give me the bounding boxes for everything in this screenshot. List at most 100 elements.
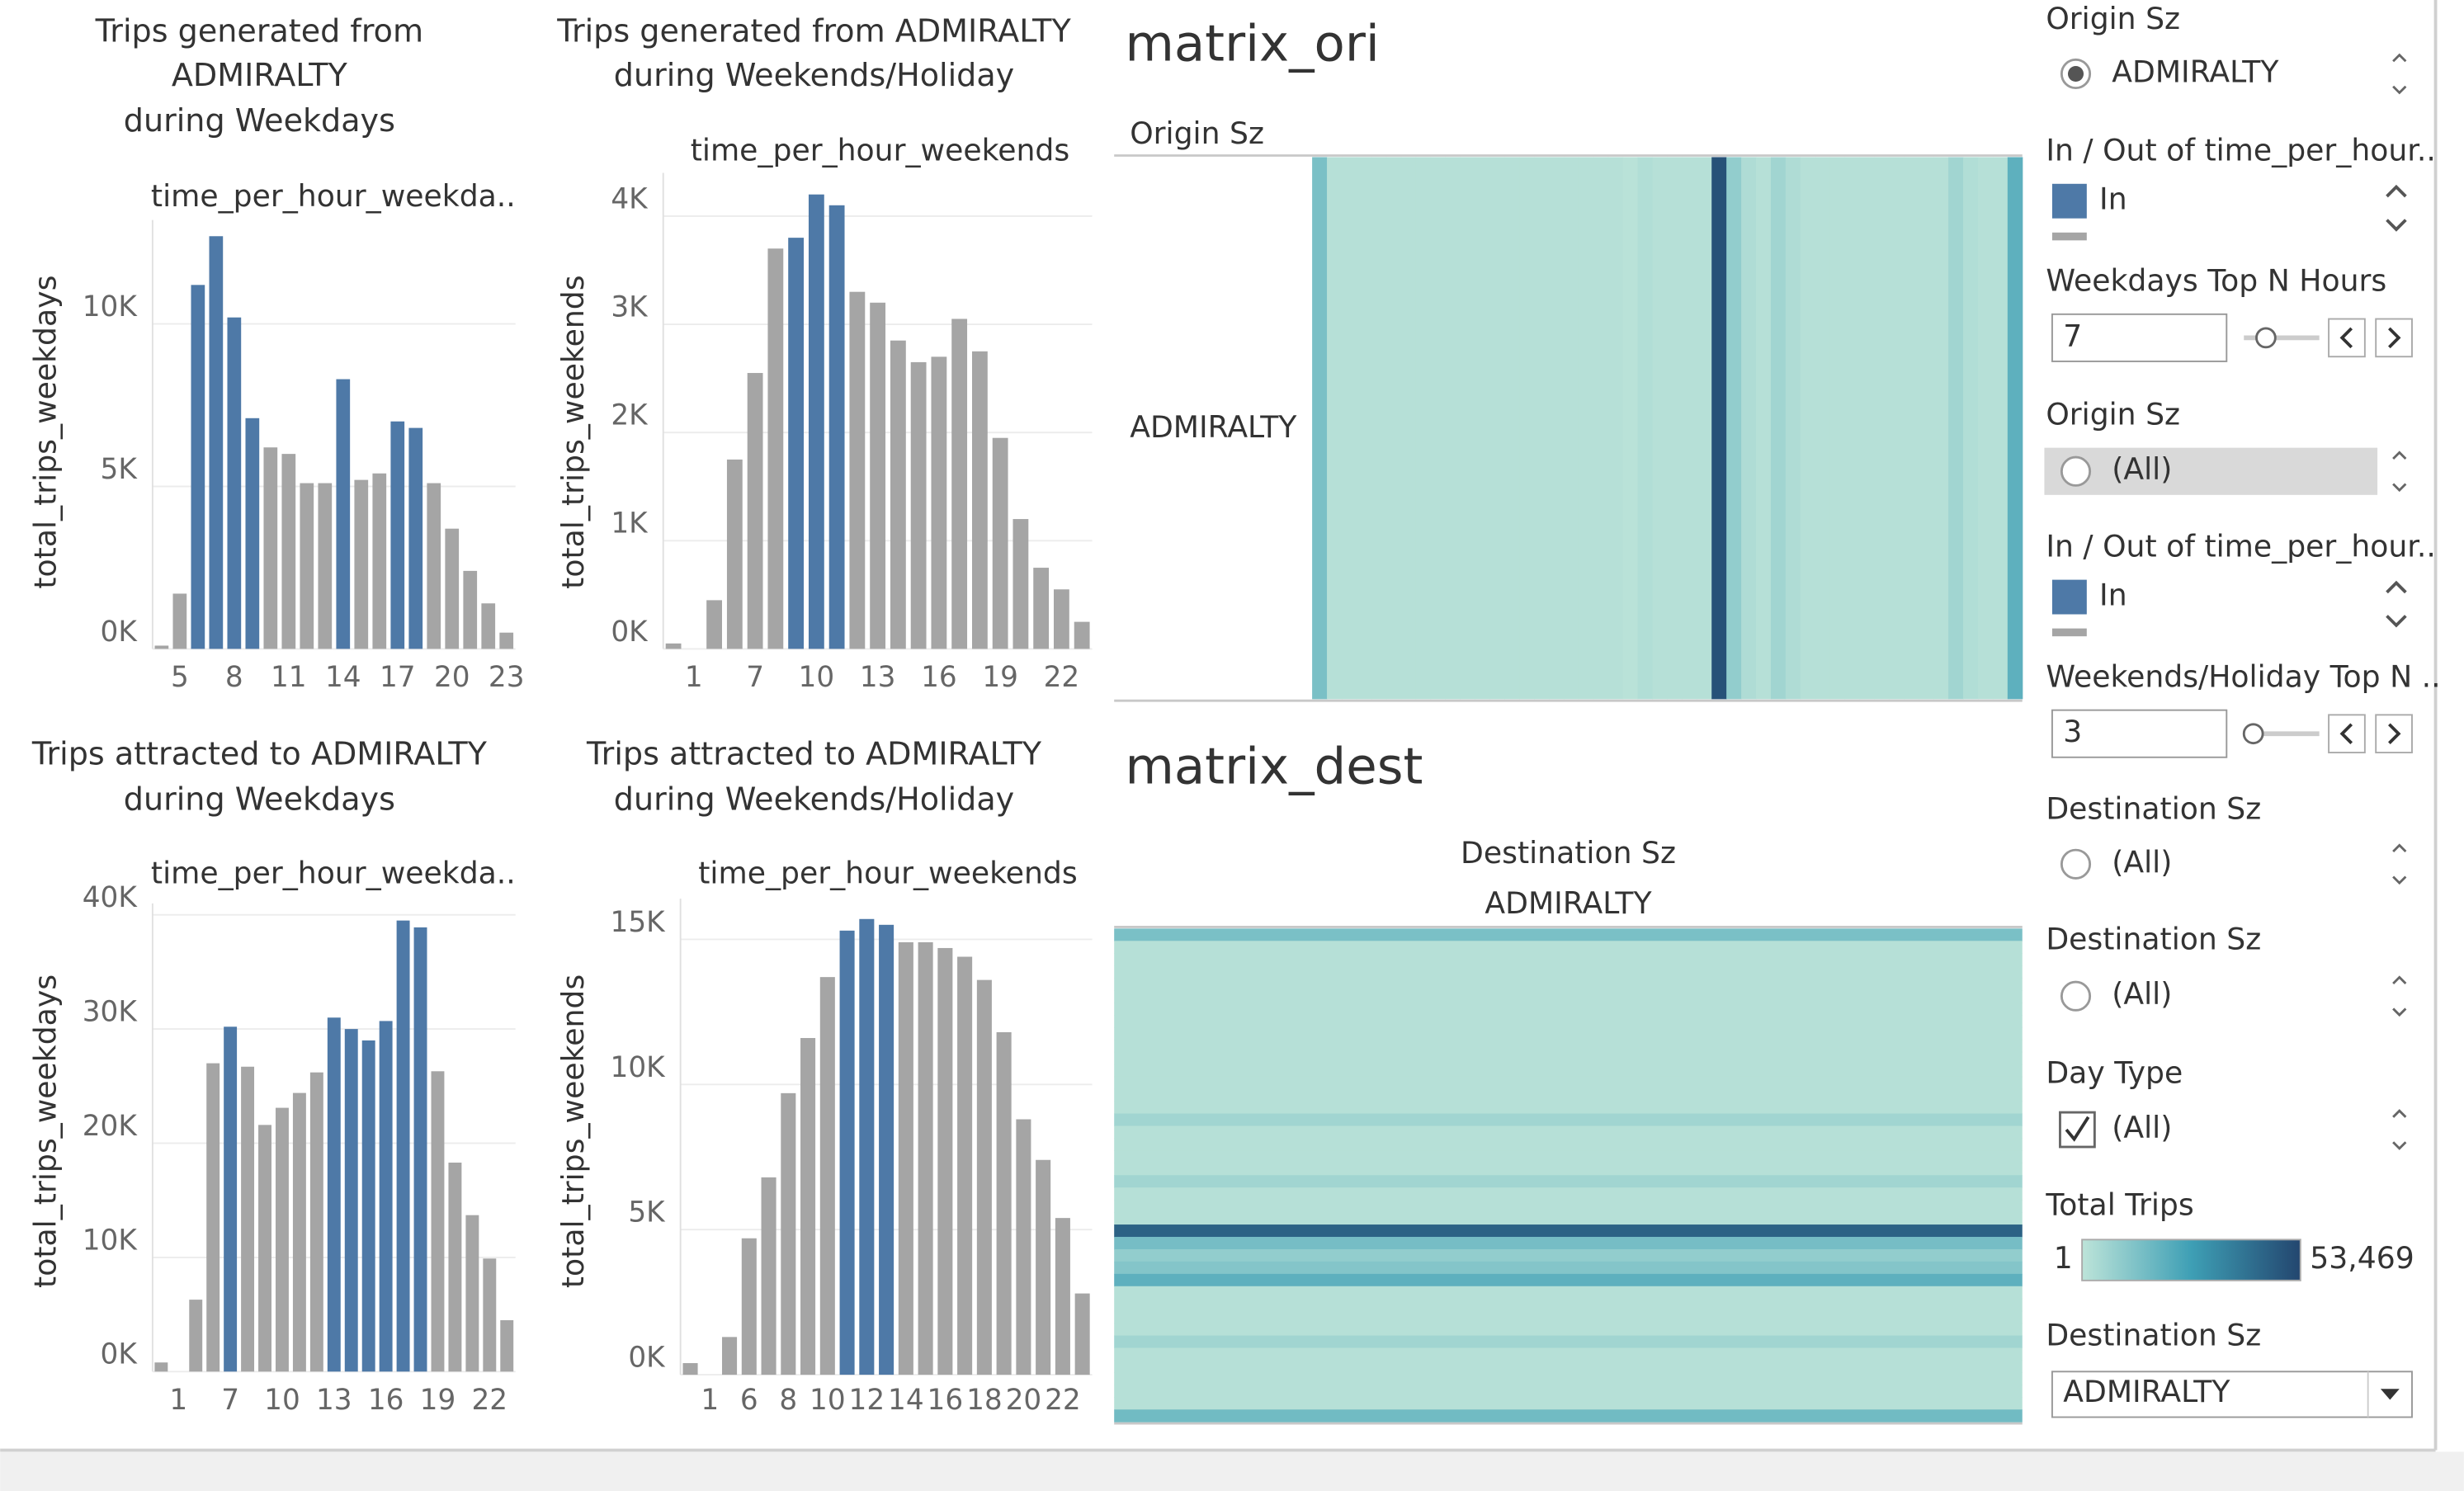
legend-item[interactable]: In [2099,182,2127,217]
step-arrow[interactable] [2339,327,2353,349]
scroll-arrows[interactable] [2386,580,2407,628]
radio-button[interactable] [2060,980,2092,1012]
dropdown[interactable] [2051,1371,2413,1418]
bar [859,918,875,1375]
heat-cell [1114,1323,2023,1337]
step-button[interactable] [2375,318,2413,358]
scroll-arrows[interactable] [2392,1109,2407,1150]
legend-swatch[interactable] [2051,579,2087,615]
bar [258,1125,271,1372]
heat-cell [1356,157,1372,700]
bar [390,421,405,649]
radio-option[interactable]: (All) [2112,976,2172,1012]
legend-swatch[interactable] [2051,628,2087,637]
bar [206,1063,220,1372]
bar [224,1026,238,1372]
control-title: Origin Sz [2046,397,2180,432]
x-tick-label: 18 [966,1384,1003,1417]
radio-option[interactable]: ADMIRALTY [2112,54,2279,89]
heat-cell [1829,157,1846,700]
scroll-arrows[interactable] [2392,975,2407,1017]
x-tick-label: 22 [1045,1384,1081,1417]
bar [957,956,973,1375]
heat-cell [1114,965,2023,979]
x-tick-label: 5 [171,661,189,694]
heat-cell [1114,1026,2023,1040]
legend-swatch[interactable] [2051,183,2087,219]
y-axis-label: total_trips_weekends [555,275,591,588]
heat-cell [1682,157,1697,700]
legend-swatch[interactable] [2051,232,2087,241]
radio-button[interactable] [2060,848,2092,880]
heat-cell [1548,157,1565,700]
control-title: Destination Sz [2046,1317,2261,1352]
number-input[interactable] [2051,313,2228,362]
step-arrow[interactable] [2388,723,2401,744]
radio-option[interactable]: (All) [2112,844,2172,880]
heat-cell [1114,1014,2023,1028]
x-tick-label: 1 [701,1384,719,1417]
bar [408,427,423,649]
heat-cell [1711,157,1727,700]
heat-cell [1504,157,1520,700]
bar [309,1072,323,1372]
chart-title: during Weekdays [124,781,395,818]
heat-cell [1756,157,1772,700]
dropdown-value[interactable]: ADMIRALTY [2063,1374,2230,1409]
legend-item[interactable]: In [2099,578,2127,613]
highlight [2044,447,2378,495]
heat-cell [1489,157,1505,700]
scroll-arrows[interactable] [2386,184,2407,232]
y-tick-label: 10K [83,290,139,323]
step-button[interactable] [2375,714,2413,754]
input-value[interactable]: 7 [2063,318,2082,353]
scroll-arrows[interactable] [2392,843,2407,885]
radio-dot [2067,65,2084,83]
heat-cell [1114,1298,2023,1312]
matrix-label: ADMIRALTY [1485,885,1652,921]
heat-cell [1800,157,1816,700]
radio-option[interactable]: (All) [2112,451,2172,487]
heat-cell [1904,157,1919,700]
checkbox[interactable] [2059,1111,2096,1149]
matrix-header: Origin Sz [1130,116,1264,151]
heat-cell [1114,1088,2023,1102]
x-tick-label: 23 [489,661,525,694]
bar [189,1300,203,1372]
bar [209,236,224,649]
step-button[interactable] [2328,318,2366,358]
bar [1036,1159,1051,1375]
bar [788,238,805,649]
slider-thumb[interactable] [2255,327,2277,349]
bar [227,317,242,649]
scroll-arrows[interactable] [2392,451,2407,493]
x-tick-label: 13 [316,1384,352,1417]
bar [465,1215,479,1372]
chart-title: Trips generated from [95,12,423,49]
heat-cell [1385,157,1402,700]
bar [910,361,927,649]
heat-cell [1622,157,1639,700]
radio-button[interactable] [2060,455,2092,487]
checkbox-option[interactable]: (All) [2112,1110,2172,1145]
dropdown-arrow[interactable] [2380,1389,2400,1400]
heat-cell [1114,1076,2023,1090]
chart-title: during Weekends/Holiday [614,57,1014,93]
y-tick-label: 15K [611,906,667,939]
bar [499,632,514,649]
step-button[interactable] [2328,714,2366,754]
chart-subtitle: time_per_hour_weekda.. [151,178,516,214]
bar [281,454,296,649]
step-arrow[interactable] [2388,327,2401,349]
heat-cell [1114,1212,2023,1225]
bar [808,194,824,649]
heat-cell [1919,157,1934,700]
slider-thumb[interactable] [2242,723,2264,745]
bar [445,528,460,649]
step-arrow[interactable] [2339,723,2353,744]
bar [800,1038,816,1375]
input-value[interactable]: 3 [2063,714,2082,749]
scroll-arrows[interactable] [2392,53,2407,95]
number-input[interactable] [2051,709,2228,758]
